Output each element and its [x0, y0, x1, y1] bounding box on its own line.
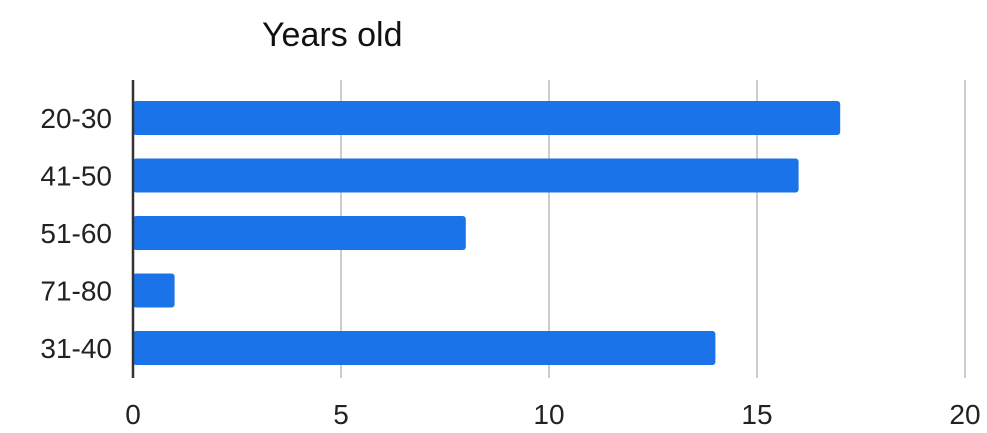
- y-category-label: 41-50: [40, 161, 112, 192]
- y-category-label: 51-60: [40, 218, 112, 249]
- labels: Years old 0 5 10 15 20 20-30 41-50 51-60 71-80 31…: [40, 16, 980, 430]
- x-tick-label: 0: [125, 399, 141, 430]
- bar-51-60: [133, 216, 466, 250]
- bar-31-40: [133, 331, 716, 365]
- bar-41-50: [133, 158, 799, 193]
- x-tick-label: 20: [949, 399, 980, 430]
- bars: [133, 101, 841, 365]
- bar-71-80: [133, 273, 175, 308]
- x-tick-label: 15: [741, 399, 772, 430]
- y-category-label: 31-40: [40, 333, 112, 364]
- x-tick-label: 10: [533, 399, 564, 430]
- bar-20-30: [133, 101, 841, 135]
- chart-title: Years old: [262, 16, 403, 54]
- y-category-label: 71-80: [40, 276, 112, 307]
- y-category-label: 20-30: [40, 103, 112, 134]
- x-tick-label: 5: [333, 399, 349, 430]
